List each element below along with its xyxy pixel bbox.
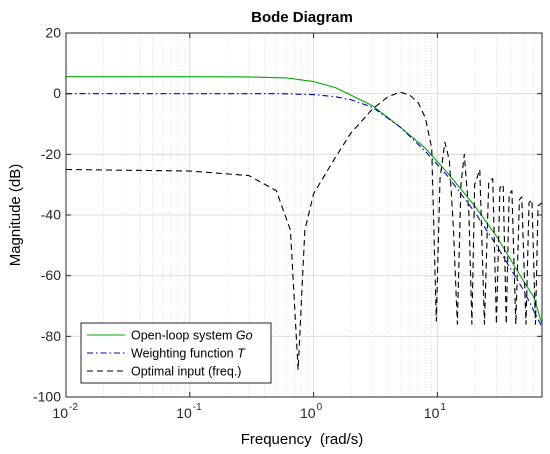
series-lines (65, 76, 543, 371)
legend-box (80, 322, 272, 384)
x-tick-label: 10 -1 (176, 402, 202, 421)
legend: Open-loop system Go Weighting function T O… (80, 322, 272, 384)
series-line (65, 91, 543, 371)
legend-label: Optimal input (freq.) (131, 365, 241, 379)
x-tick-exponent: -1 (193, 402, 202, 413)
x-tick-label: 10 0 (300, 402, 323, 421)
y-tick-label: 20 (45, 25, 61, 41)
legend-label: Open-loop system Go (131, 329, 253, 343)
series-line (66, 76, 543, 325)
legend-label-italic: Go (232, 329, 252, 343)
y-tick-label: -80 (41, 328, 61, 344)
x-tick-base: 10 (176, 405, 192, 421)
x-tick-label: 10 -2 (52, 402, 78, 421)
x-axis-label: Frequency (rad/s) (241, 431, 364, 448)
y-tick-label: 0 (53, 85, 61, 101)
y-tick-label: -40 (41, 207, 61, 223)
y-tick-label: -60 (41, 267, 61, 283)
y-tick-label: -100 (33, 389, 61, 405)
x-tick-exponent: 1 (440, 402, 446, 413)
x-tick-base: 10 (424, 405, 440, 421)
legend-label: Weighting function T (131, 347, 246, 361)
y-tick-label: -20 (41, 146, 61, 162)
y-axis-label: Magnitude (dB) (7, 164, 24, 267)
legend-label-italic: T (234, 347, 246, 361)
x-tick-exponent: 0 (317, 402, 323, 413)
series-line (66, 93, 543, 328)
chart-title: Bode Diagram (251, 9, 353, 26)
x-tick-exponent: -2 (69, 402, 78, 413)
x-tick-base: 10 (52, 405, 68, 421)
x-tick-label: 10 1 (424, 402, 447, 421)
x-tick-base: 10 (300, 405, 316, 421)
